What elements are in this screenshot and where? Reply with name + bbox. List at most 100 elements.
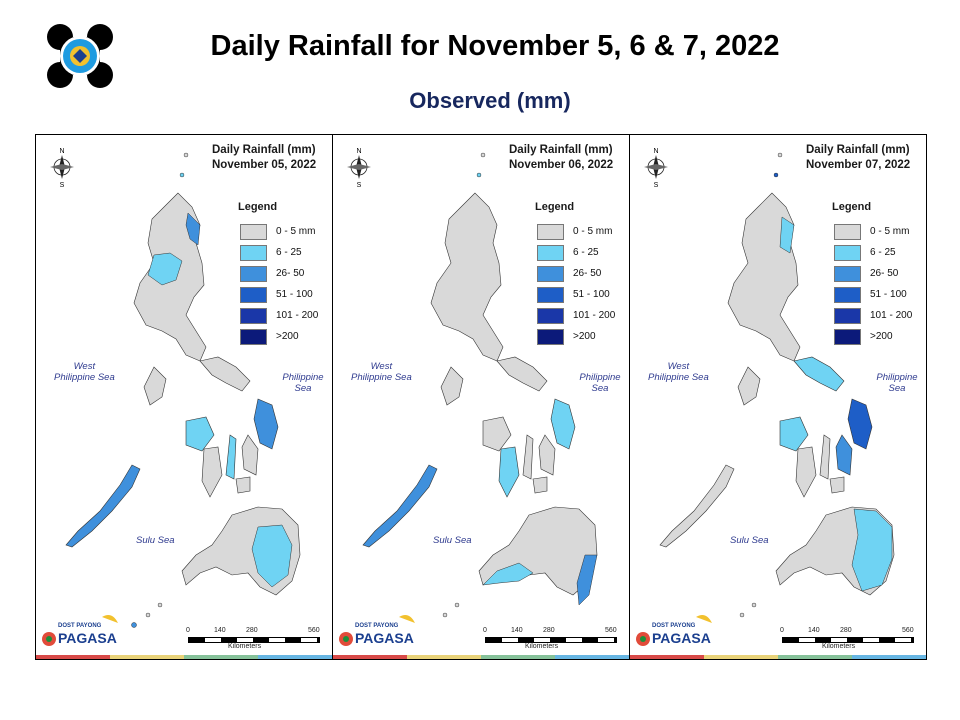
cebu-island	[522, 434, 534, 480]
map-panel-nov-05: N S Daily Rainfall (mm) November 05, 202…	[36, 135, 333, 659]
sea-label-west: West Philippine Sea	[351, 361, 412, 383]
sea-label-sulu: Sulu Sea	[433, 535, 472, 546]
bohol-island	[235, 476, 251, 494]
legend-item: 51 - 100	[537, 284, 615, 305]
bohol-island	[532, 476, 548, 494]
svg-text:DOST PAYONG: DOST PAYONG	[58, 623, 102, 629]
svg-text:N: N	[59, 148, 64, 155]
page-title: Daily Rainfall for November 5, 6 & 7, 20…	[210, 30, 780, 62]
sea-label-west: West Philippine Sea	[648, 361, 709, 383]
legend-item: 101 - 200	[834, 305, 912, 326]
legend-item: >200	[240, 326, 318, 347]
svg-text:DOST PAYONG: DOST PAYONG	[652, 623, 696, 629]
legend-title: Legend	[832, 201, 872, 213]
payong-pagasa-logo-icon: DOST PAYONG PAGASA	[636, 615, 712, 646]
mindoro-island	[440, 366, 464, 406]
sea-label-west: West Philippine Sea	[54, 361, 115, 383]
negros-island	[498, 446, 520, 498]
cebu-island	[225, 434, 237, 480]
mindanao-rain-area	[851, 508, 893, 592]
palawan-island	[659, 464, 735, 548]
samar-island	[550, 398, 576, 450]
legend-item: >200	[834, 326, 912, 347]
legend-title: Legend	[535, 201, 575, 213]
sea-label-philippine: Philippine Sea	[876, 372, 918, 394]
legend-item: 6 - 25	[537, 242, 615, 263]
svg-text:N: N	[356, 148, 361, 155]
philippines-rainfall-map	[65, 152, 301, 628]
svg-text:PAGASA: PAGASA	[58, 630, 117, 646]
svg-text:PAGASA: PAGASA	[355, 630, 414, 646]
legend-item: 6 - 25	[834, 242, 912, 263]
sea-label-philippine: Philippine Sea	[282, 372, 324, 394]
samar-island	[847, 398, 873, 450]
legend-item: >200	[537, 326, 615, 347]
sea-label-philippine: Philippine Sea	[579, 372, 621, 394]
sea-label-sulu: Sulu Sea	[136, 535, 175, 546]
svg-text:S: S	[60, 182, 65, 189]
legend: 0 - 5 mm 6 - 25 26- 50 51 - 100 101 - 20…	[537, 221, 615, 347]
svg-text:PAGASA: PAGASA	[652, 630, 711, 646]
legend-item: 26- 50	[537, 263, 615, 284]
panay-island	[482, 416, 512, 452]
luzon-landmass	[430, 192, 504, 362]
svg-text:S: S	[357, 182, 362, 189]
legend-item: 0 - 5 mm	[537, 221, 615, 242]
mindanao-rain-area	[251, 524, 293, 588]
scale-bar: 0 140 280 560 Kilometers	[483, 627, 617, 650]
legend: 0 - 5 mm 6 - 25 26- 50 51 - 100 101 - 20…	[834, 221, 912, 347]
legend-item: 0 - 5 mm	[240, 221, 318, 242]
sea-label-sulu: Sulu Sea	[730, 535, 769, 546]
svg-text:DOST PAYONG: DOST PAYONG	[355, 623, 399, 629]
legend-item: 6 - 25	[240, 242, 318, 263]
svg-text:N: N	[653, 148, 658, 155]
leyte-island	[241, 434, 259, 476]
philippines-rainfall-map	[659, 152, 895, 618]
color-stripe	[333, 655, 629, 659]
cebu-island	[819, 434, 831, 480]
palawan-island	[362, 464, 438, 548]
panay-island	[185, 416, 215, 452]
negros-island	[201, 446, 223, 498]
east-luzon-rain	[779, 216, 795, 254]
mindanao-rain-area	[482, 562, 534, 586]
legend-item: 51 - 100	[834, 284, 912, 305]
mindanao-island	[478, 506, 598, 596]
mindoro-island	[143, 366, 167, 406]
panel-title: Daily Rainfall (mm) November 05, 2022	[212, 144, 317, 171]
legend-item: 26- 50	[834, 263, 912, 284]
north-arrow-icon: N S	[644, 148, 668, 189]
north-arrow-icon: N S	[50, 148, 74, 189]
map-panel-nov-07: N S Daily Rainfall (mm) November 07, 202…	[630, 135, 926, 659]
panay-island	[779, 416, 809, 452]
leyte-island	[835, 434, 853, 476]
mindoro-island	[737, 366, 761, 406]
color-stripe	[630, 655, 926, 659]
legend-item: 51 - 100	[240, 284, 318, 305]
panel-title: Daily Rainfall (mm) November 06, 2022	[509, 144, 614, 171]
page-subtitle: Observed (mm)	[409, 88, 571, 113]
legend-item: 101 - 200	[537, 305, 615, 326]
negros-island	[795, 446, 817, 498]
map-panel-nov-06: N S Daily Rainfall (mm) November 06, 202…	[333, 135, 630, 659]
legend: 0 - 5 mm 6 - 25 26- 50 51 - 100 101 - 20…	[240, 221, 318, 347]
north-arrow-icon: N S	[347, 148, 371, 189]
legend-title: Legend	[238, 201, 278, 213]
color-stripe	[36, 655, 332, 659]
payong-pagasa-logo-icon: DOST PAYONG PAGASA	[42, 615, 118, 646]
pagasa-logo-icon	[46, 23, 114, 89]
legend-item: 0 - 5 mm	[834, 221, 912, 242]
bicol-region	[496, 356, 548, 392]
luzon-rain-area	[147, 252, 183, 286]
panel-title: Daily Rainfall (mm) November 07, 2022	[806, 144, 911, 171]
bicol-region	[793, 356, 845, 392]
bicol-region	[199, 356, 251, 392]
scale-bar: 0 140 280 560 Kilometers	[186, 627, 320, 650]
philippines-rainfall-map	[362, 152, 598, 618]
northeast-luzon-rain	[185, 212, 201, 246]
samar-island	[253, 398, 279, 450]
palawan-island	[65, 464, 141, 548]
svg-text:S: S	[654, 182, 659, 189]
east-mindanao-rain	[576, 554, 598, 606]
leyte-island	[538, 434, 556, 476]
